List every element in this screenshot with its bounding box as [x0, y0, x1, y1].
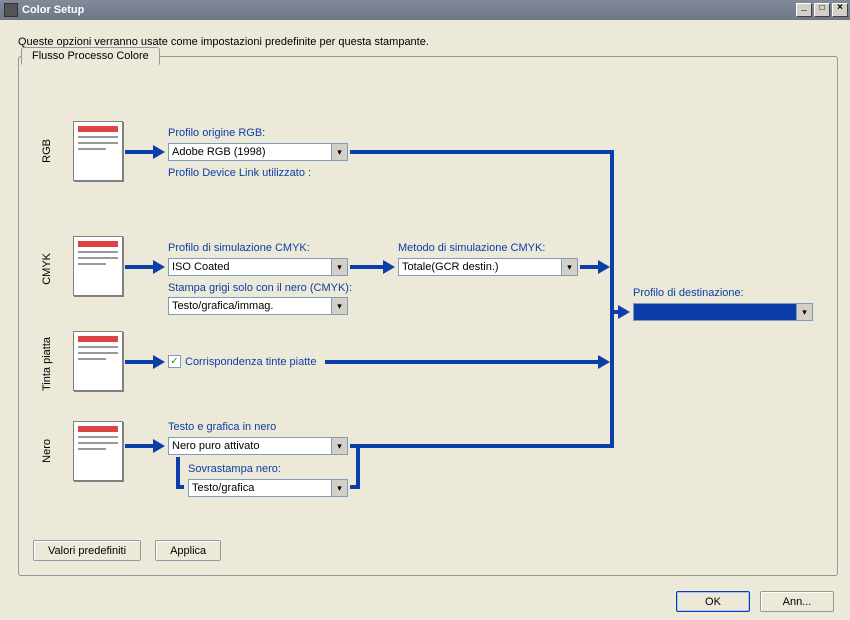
- flow-line: [176, 457, 180, 487]
- dropdown-black-overprint-value: Testo/grafica: [192, 482, 254, 494]
- arrow-right-icon: [153, 439, 165, 453]
- label-print-gray-black: Stampa grigi solo con il nero (CMYK):: [168, 282, 352, 294]
- label-cmyk-sim-profile: Profilo di simulazione CMYK:: [168, 242, 310, 254]
- titlebar: Color Setup _ ☐ ×: [0, 0, 850, 20]
- dropdown-cmyk-sim-profile-value: ISO Coated: [172, 261, 229, 273]
- dropdown-output-profile[interactable]: [633, 303, 813, 321]
- label-black-text: Testo e grafica in nero: [168, 421, 276, 433]
- dropdown-print-gray-black-value: Testo/grafica/immag.: [172, 300, 273, 312]
- dropdown-print-gray-black[interactable]: Testo/grafica/immag.: [168, 297, 348, 315]
- arrow-right-icon: [598, 260, 610, 274]
- flow-line: [125, 150, 155, 154]
- dropdown-black-overprint[interactable]: Testo/grafica: [188, 479, 348, 497]
- flow-line: [350, 150, 610, 154]
- footer-button-row: OK Ann...: [676, 591, 834, 612]
- label-rgb-devicelink: Profilo Device Link utilizzato :: [168, 167, 311, 179]
- maximize-button[interactable]: ☐: [814, 3, 830, 17]
- flow-line: [325, 360, 600, 364]
- ok-button[interactable]: OK: [676, 591, 750, 612]
- flow-line: [350, 265, 385, 269]
- thumb-spot-icon: [73, 331, 123, 391]
- flow-line: [356, 444, 360, 489]
- dropdown-rgb-source[interactable]: Adobe RGB (1998): [168, 143, 348, 161]
- flow-line: [125, 360, 155, 364]
- flow-trunk: [610, 150, 614, 364]
- section-label-cmyk: CMYK: [41, 253, 53, 285]
- close-button[interactable]: ×: [832, 3, 848, 17]
- tab-flusso[interactable]: Flusso Processo Colore: [21, 47, 160, 65]
- tab-panel: Flusso Processo Colore RGB Profilo origi…: [18, 56, 838, 576]
- flow-line: [580, 265, 600, 269]
- thumb-cmyk-icon: [73, 236, 123, 296]
- app-icon: [4, 3, 18, 17]
- dropdown-cmyk-sim-method-value: Totale(GCR destin.): [402, 261, 499, 273]
- thumb-nero-icon: [73, 421, 123, 481]
- diagram: RGB Profilo origine RGB: Adobe RGB (1998…: [33, 81, 823, 511]
- arrow-right-icon: [618, 305, 630, 319]
- panel-button-row: Valori predefiniti Applica: [33, 540, 221, 561]
- content-area: Queste opzioni verranno usate come impos…: [0, 20, 850, 586]
- flow-line: [125, 444, 155, 448]
- arrow-right-icon: [598, 355, 610, 369]
- checkmark-icon: ✓: [168, 355, 181, 368]
- flow-line: [176, 485, 184, 489]
- checkbox-spot-match[interactable]: ✓ Corrispondenza tinte piatte: [168, 355, 316, 368]
- label-cmyk-sim-method: Metodo di simulazione CMYK:: [398, 242, 545, 254]
- arrow-right-icon: [153, 355, 165, 369]
- checkbox-spot-label: Corrispondenza tinte piatte: [185, 356, 316, 368]
- section-label-rgb: RGB: [41, 139, 53, 163]
- window-title: Color Setup: [22, 4, 794, 16]
- minimize-button[interactable]: _: [796, 3, 812, 17]
- dropdown-cmyk-sim-profile[interactable]: ISO Coated: [168, 258, 348, 276]
- thumb-rgb-icon: [73, 121, 123, 181]
- cancel-button[interactable]: Ann...: [760, 591, 834, 612]
- arrow-right-icon: [383, 260, 395, 274]
- label-rgb-source: Profilo origine RGB:: [168, 127, 265, 139]
- label-output-profile: Profilo di destinazione:: [633, 287, 744, 299]
- dropdown-black-text[interactable]: Nero puro attivato: [168, 437, 348, 455]
- section-label-spot: Tinta piatta: [41, 337, 53, 391]
- dropdown-black-text-value: Nero puro attivato: [172, 440, 259, 452]
- label-black-overprint: Sovrastampa nero:: [188, 463, 281, 475]
- apply-button[interactable]: Applica: [155, 540, 221, 561]
- arrow-right-icon: [153, 145, 165, 159]
- defaults-button[interactable]: Valori predefiniti: [33, 540, 141, 561]
- arrow-right-icon: [153, 260, 165, 274]
- dropdown-rgb-source-value: Adobe RGB (1998): [172, 146, 266, 158]
- flow-line: [350, 444, 610, 448]
- section-label-nero: Nero: [41, 439, 53, 463]
- dropdown-cmyk-sim-method[interactable]: Totale(GCR destin.): [398, 258, 578, 276]
- flow-line: [125, 265, 155, 269]
- flow-line: [610, 364, 614, 448]
